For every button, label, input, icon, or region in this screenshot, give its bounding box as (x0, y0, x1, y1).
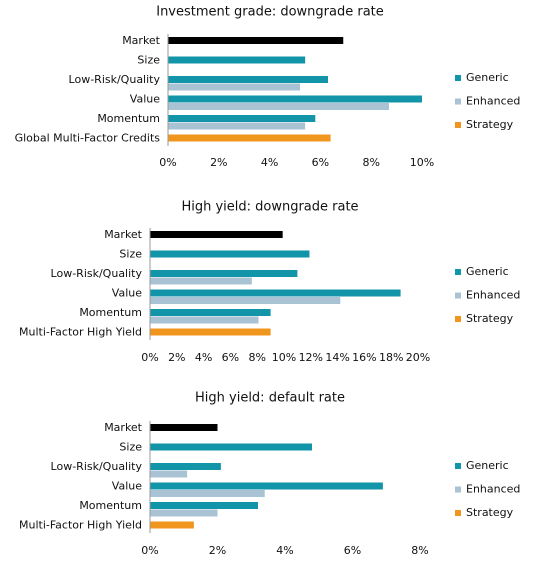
bar (150, 482, 383, 490)
bar (150, 250, 310, 258)
category-label: Size (119, 441, 142, 454)
category-label: Multi-Factor High Yield (19, 519, 142, 532)
x-tick-label: 6% (344, 544, 361, 557)
category-label: Multi-Factor High Yield (19, 326, 142, 339)
bar (150, 463, 221, 470)
bar (150, 521, 194, 529)
x-tick-label: 0% (141, 544, 158, 557)
legend-label: Generic (466, 71, 509, 84)
legend-swatch (455, 122, 461, 128)
category-label: Size (119, 248, 142, 261)
bar (150, 309, 271, 316)
bar (150, 443, 312, 451)
category-label: Value (130, 93, 160, 106)
legend-swatch (455, 486, 461, 493)
chart-title: High yield: default rate (195, 391, 345, 406)
bar (168, 37, 344, 44)
category-label: Market (122, 34, 160, 47)
category-label: Market (104, 421, 142, 434)
bar (168, 115, 316, 122)
x-tick-label: 10% (410, 156, 434, 169)
category-label: Value (112, 480, 142, 493)
legend-swatch (455, 98, 461, 105)
bar (150, 490, 265, 497)
legend-label: Strategy (466, 506, 514, 519)
legend-swatch (455, 316, 461, 322)
bar (168, 56, 306, 64)
x-tick-label: 12% (299, 351, 323, 364)
category-label: Global Multi-Factor Credits (15, 132, 161, 145)
category-label: Momentum (97, 112, 160, 125)
x-tick-label: 6% (222, 351, 239, 364)
x-tick-label: 18% (379, 351, 403, 364)
bar (150, 231, 283, 238)
x-tick-label: 4% (276, 544, 293, 557)
legend-label: Strategy (466, 312, 514, 325)
bar (150, 270, 298, 277)
legend-swatch (455, 75, 461, 81)
x-tick-label: 6% (312, 156, 329, 169)
x-tick-label: 20% (406, 351, 430, 364)
x-tick-label: 4% (195, 351, 212, 364)
bar (168, 76, 329, 83)
category-label: Value (112, 287, 142, 300)
x-tick-label: 14% (325, 351, 349, 364)
legend-label: Enhanced (466, 483, 520, 496)
bar (150, 509, 218, 517)
legend-label: Generic (466, 459, 509, 472)
legend-swatch (455, 269, 461, 275)
x-tick-label: 0% (141, 351, 158, 364)
legend-label: Enhanced (466, 95, 520, 108)
category-label: Low-Risk/Quality (51, 460, 143, 473)
x-tick-label: 8% (411, 544, 428, 557)
x-tick-label: 16% (352, 351, 376, 364)
legend-swatch (455, 510, 461, 516)
category-label: Momentum (79, 306, 142, 319)
bar (150, 424, 218, 431)
chart-title: Investment grade: downgrade rate (156, 5, 384, 20)
bar (150, 328, 271, 336)
x-tick-label: 8% (248, 351, 265, 364)
x-tick-label: 8% (362, 156, 379, 169)
category-label: Low-Risk/Quality (51, 267, 143, 280)
bar (150, 470, 188, 478)
bar (168, 122, 306, 130)
bar (168, 103, 389, 110)
bar (150, 502, 258, 509)
x-tick-label: 2% (210, 156, 227, 169)
x-tick-label: 2% (209, 544, 226, 557)
legend-label: Strategy (466, 118, 514, 131)
legend-swatch (455, 463, 461, 469)
bar (150, 289, 401, 297)
legend-label: Enhanced (466, 289, 520, 302)
category-label: Size (137, 54, 160, 67)
bar (168, 83, 301, 91)
bar (150, 297, 341, 304)
bar (150, 277, 252, 285)
chart-title: High yield: downgrade rate (181, 200, 358, 215)
category-label: Market (104, 228, 142, 241)
legend-label: Generic (466, 265, 509, 278)
category-label: Momentum (79, 499, 142, 512)
legend-swatch (455, 292, 461, 299)
x-tick-label: 10% (272, 351, 296, 364)
x-tick-label: 4% (261, 156, 278, 169)
x-tick-label: 0% (159, 156, 176, 169)
x-tick-label: 2% (168, 351, 185, 364)
category-label: Low-Risk/Quality (69, 73, 161, 86)
bar (168, 134, 331, 142)
bar (168, 95, 422, 103)
bar (150, 316, 259, 324)
